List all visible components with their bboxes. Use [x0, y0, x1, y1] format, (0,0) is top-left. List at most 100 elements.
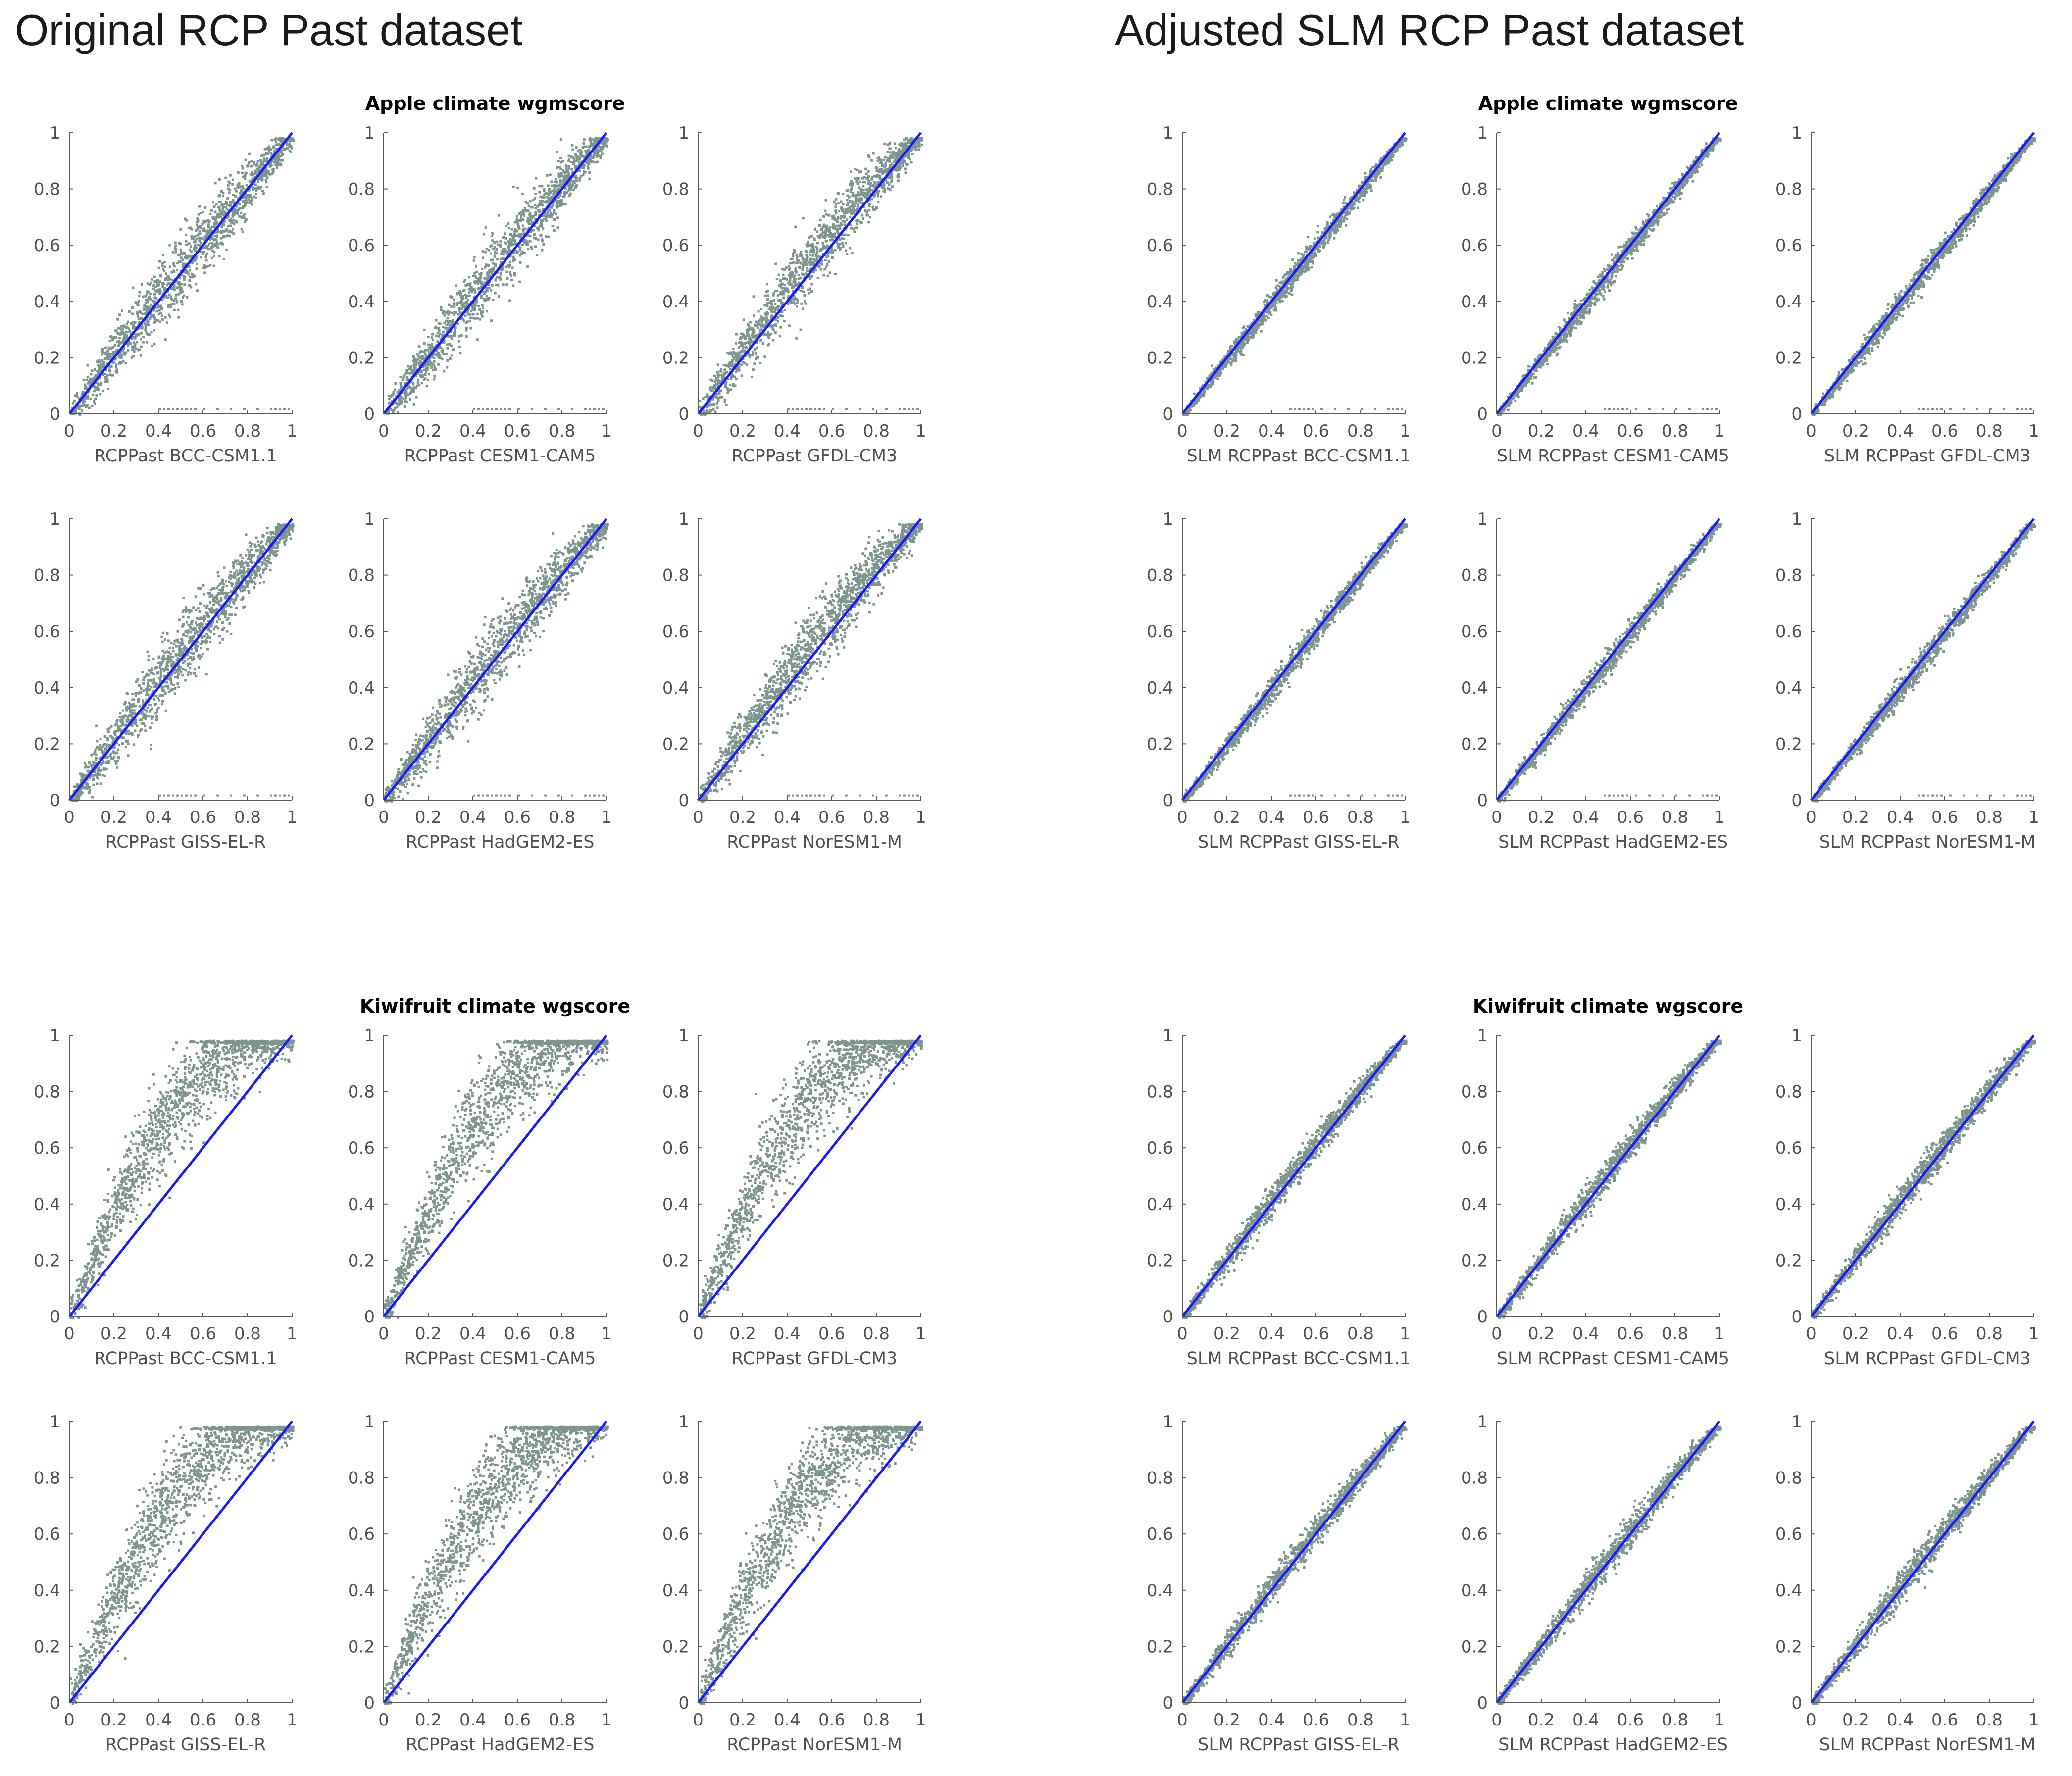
outlier-point: [270, 408, 272, 410]
scatter-point: [172, 251, 174, 254]
scatter-point: [533, 233, 536, 236]
scatter-point: [185, 244, 188, 246]
scatter-point: [453, 299, 455, 301]
scatter-point: [228, 191, 231, 194]
scatter-point: [196, 244, 199, 246]
scatter-point: [451, 354, 453, 356]
scatter-point: [191, 235, 193, 238]
scatter-point: [442, 326, 444, 328]
scatter-point: [189, 269, 191, 272]
scatter-point: [92, 394, 94, 396]
scatter-point: [446, 366, 448, 369]
scatter-point: [165, 272, 167, 275]
scatter-point: [224, 203, 226, 205]
scatter-point: [193, 276, 195, 278]
scatter-point: [151, 314, 153, 317]
scatter-point: [104, 376, 107, 379]
y-tick-label: 0.4: [34, 292, 60, 312]
scatter-point: [210, 242, 213, 244]
scatter-point: [183, 252, 186, 254]
scatter-point: [476, 313, 479, 315]
scatter-point: [164, 338, 167, 341]
scatter-point: [118, 362, 121, 365]
scatter-point: [486, 295, 488, 298]
scatter-point: [440, 306, 443, 309]
scatter-point: [227, 197, 229, 199]
scatter-point: [486, 310, 488, 312]
scatter-point: [286, 143, 288, 146]
scatter-point: [473, 259, 475, 262]
scatter-point: [219, 231, 221, 233]
scatter-point: [196, 218, 199, 220]
scatter-point: [170, 271, 173, 274]
scatter-point: [437, 332, 439, 334]
scatter-point: [98, 383, 100, 385]
scatter-point: [445, 353, 448, 355]
scatter-point: [601, 152, 604, 155]
scatter-point: [223, 258, 225, 260]
scatter-point: [242, 231, 244, 233]
scatter-point: [115, 366, 117, 368]
scatter-point: [286, 147, 289, 150]
scatter-point: [173, 303, 175, 305]
scatter-point: [241, 216, 244, 219]
scatter-point: [448, 304, 451, 306]
scatter-point: [180, 287, 182, 289]
scatter-point: [132, 324, 135, 327]
scatter-point: [209, 227, 211, 230]
scatter-point: [87, 364, 89, 367]
scatter-point: [82, 391, 84, 393]
scatter-point: [446, 347, 449, 350]
scatter-point: [181, 252, 183, 254]
scatter-point: [102, 390, 104, 392]
scatter-point: [274, 139, 276, 141]
scatter-point: [188, 284, 190, 287]
scatter-point: [215, 203, 218, 205]
scatter-point: [104, 353, 106, 355]
scatter-point: [232, 179, 234, 181]
scatter-point: [234, 188, 236, 190]
scatter-point: [227, 234, 229, 237]
scatter-point: [124, 362, 127, 364]
scatter-point: [211, 257, 213, 259]
scatter-point: [220, 216, 222, 218]
scatter-point: [116, 368, 118, 371]
scatter-point: [99, 393, 101, 395]
x-tick-label: 0.4: [145, 421, 172, 441]
scatter-point: [388, 398, 391, 400]
scatter-point: [268, 146, 270, 148]
scatter-point: [505, 237, 507, 240]
scatter-point: [118, 342, 121, 345]
scatter-point: [215, 221, 218, 224]
x-tick-label: 0: [64, 421, 75, 441]
scatter-point: [261, 173, 263, 176]
scatter-point: [214, 182, 217, 184]
scatter-point: [156, 310, 158, 312]
scatter-point: [122, 349, 124, 352]
scatter-point: [186, 271, 189, 273]
scatter-point: [246, 165, 249, 168]
scatter-point: [232, 228, 234, 230]
scatter-point: [424, 373, 427, 376]
scatter-point: [140, 354, 142, 356]
scatter-point: [547, 185, 550, 187]
scatter-point: [513, 239, 516, 242]
scatter-point: [178, 260, 181, 263]
scatter-point: [213, 238, 215, 241]
scatter-point: [241, 185, 244, 188]
scatter-point: [556, 151, 558, 153]
scatter-point: [207, 224, 209, 226]
scatter-point: [168, 278, 171, 280]
scatter-point: [96, 394, 98, 397]
scatter-point: [108, 347, 110, 349]
scatter-point: [477, 305, 480, 307]
scatter-point: [505, 271, 508, 273]
subplot: 0 0.2 0.4 0.6 0.8 100.20.40.60.81RCPPast BCC-…: [34, 123, 298, 466]
scatter-point: [252, 189, 254, 191]
outlier-point: [274, 408, 277, 410]
scatter-point: [143, 304, 146, 307]
scatter-point: [410, 391, 412, 394]
scatter-point: [253, 196, 255, 198]
scatter-point: [215, 239, 217, 241]
scatter-point: [443, 370, 445, 373]
